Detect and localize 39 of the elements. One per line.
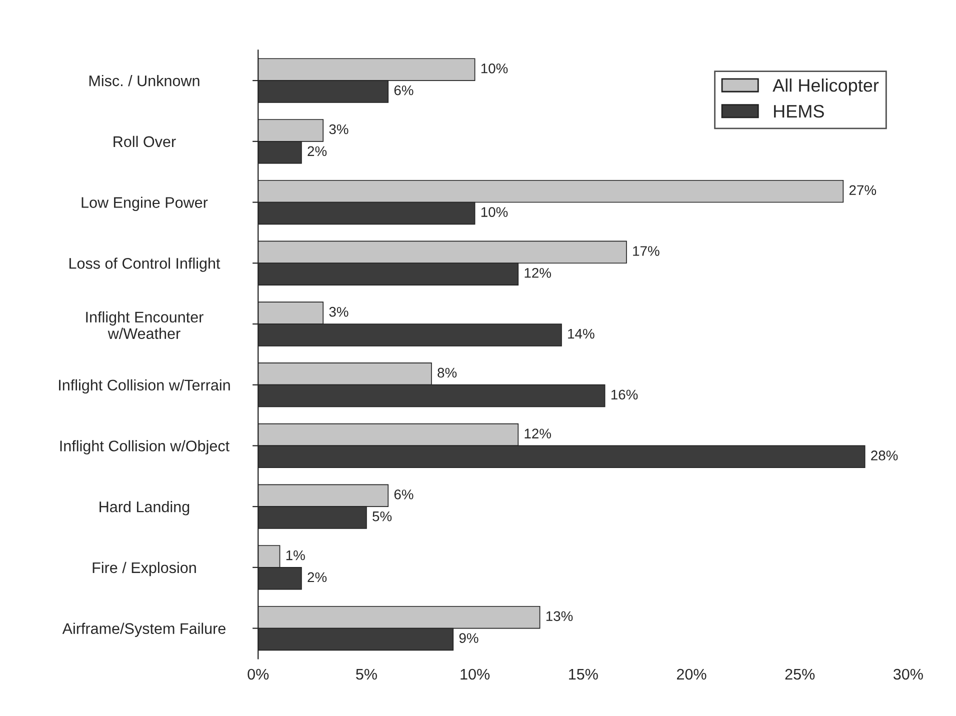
x-tick-label: 5%	[356, 668, 377, 680]
data-label: 5%	[372, 511, 392, 522]
x-tick-label: 25%	[785, 668, 815, 680]
legend-label: HEMS	[774, 104, 824, 118]
y-tick-label: Roll Over	[114, 136, 176, 148]
data-label: 28%	[871, 450, 898, 460]
data-label: 3%	[329, 124, 348, 134]
data-label: 12%	[524, 428, 552, 438]
x-tick-label: 15%	[569, 668, 598, 680]
x-tick-label: 10%	[460, 668, 490, 680]
data-label: 6%	[394, 85, 414, 96]
data-label: 27%	[849, 185, 876, 195]
data-label: 6%	[394, 490, 414, 500]
y-tick-label: Loss of Control Inflight	[69, 258, 220, 272]
y-tick-label: Inflight Collision w/Object	[60, 440, 230, 454]
y-tick-label: Inflight Encounter w/Weather	[86, 311, 204, 340]
y-tick-label: Misc. / Unknown	[89, 75, 200, 86]
y-tick-label: Airframe/System Failure	[62, 622, 226, 637]
data-label: 9%	[459, 633, 478, 643]
y-tick-label: Fire / Explosion	[92, 562, 196, 576]
data-label: 13%	[546, 611, 573, 622]
data-label: 17%	[633, 246, 660, 256]
data-label: 2%	[308, 572, 327, 582]
data-label: 10%	[481, 207, 508, 217]
y-tick-label: Inflight Collision w/Terrain	[59, 379, 230, 394]
data-label: 2%	[308, 146, 327, 156]
y-tick-label: Low Engine Power	[82, 196, 208, 211]
y-tick-label: Hard Landing	[100, 501, 190, 516]
x-tick-label: 20%	[676, 668, 706, 680]
data-label: 16%	[611, 390, 638, 400]
x-tick-label: 30%	[893, 668, 923, 680]
x-tick-label: 0%	[248, 668, 269, 680]
data-label: 1%	[286, 550, 305, 560]
legend-label: All Helicopter	[772, 78, 879, 96]
data-label: 14%	[568, 328, 594, 339]
data-label: 8%	[438, 368, 457, 378]
data-label: 3%	[329, 306, 348, 317]
data-label: 10%	[481, 63, 508, 74]
data-label: 12%	[524, 268, 552, 278]
